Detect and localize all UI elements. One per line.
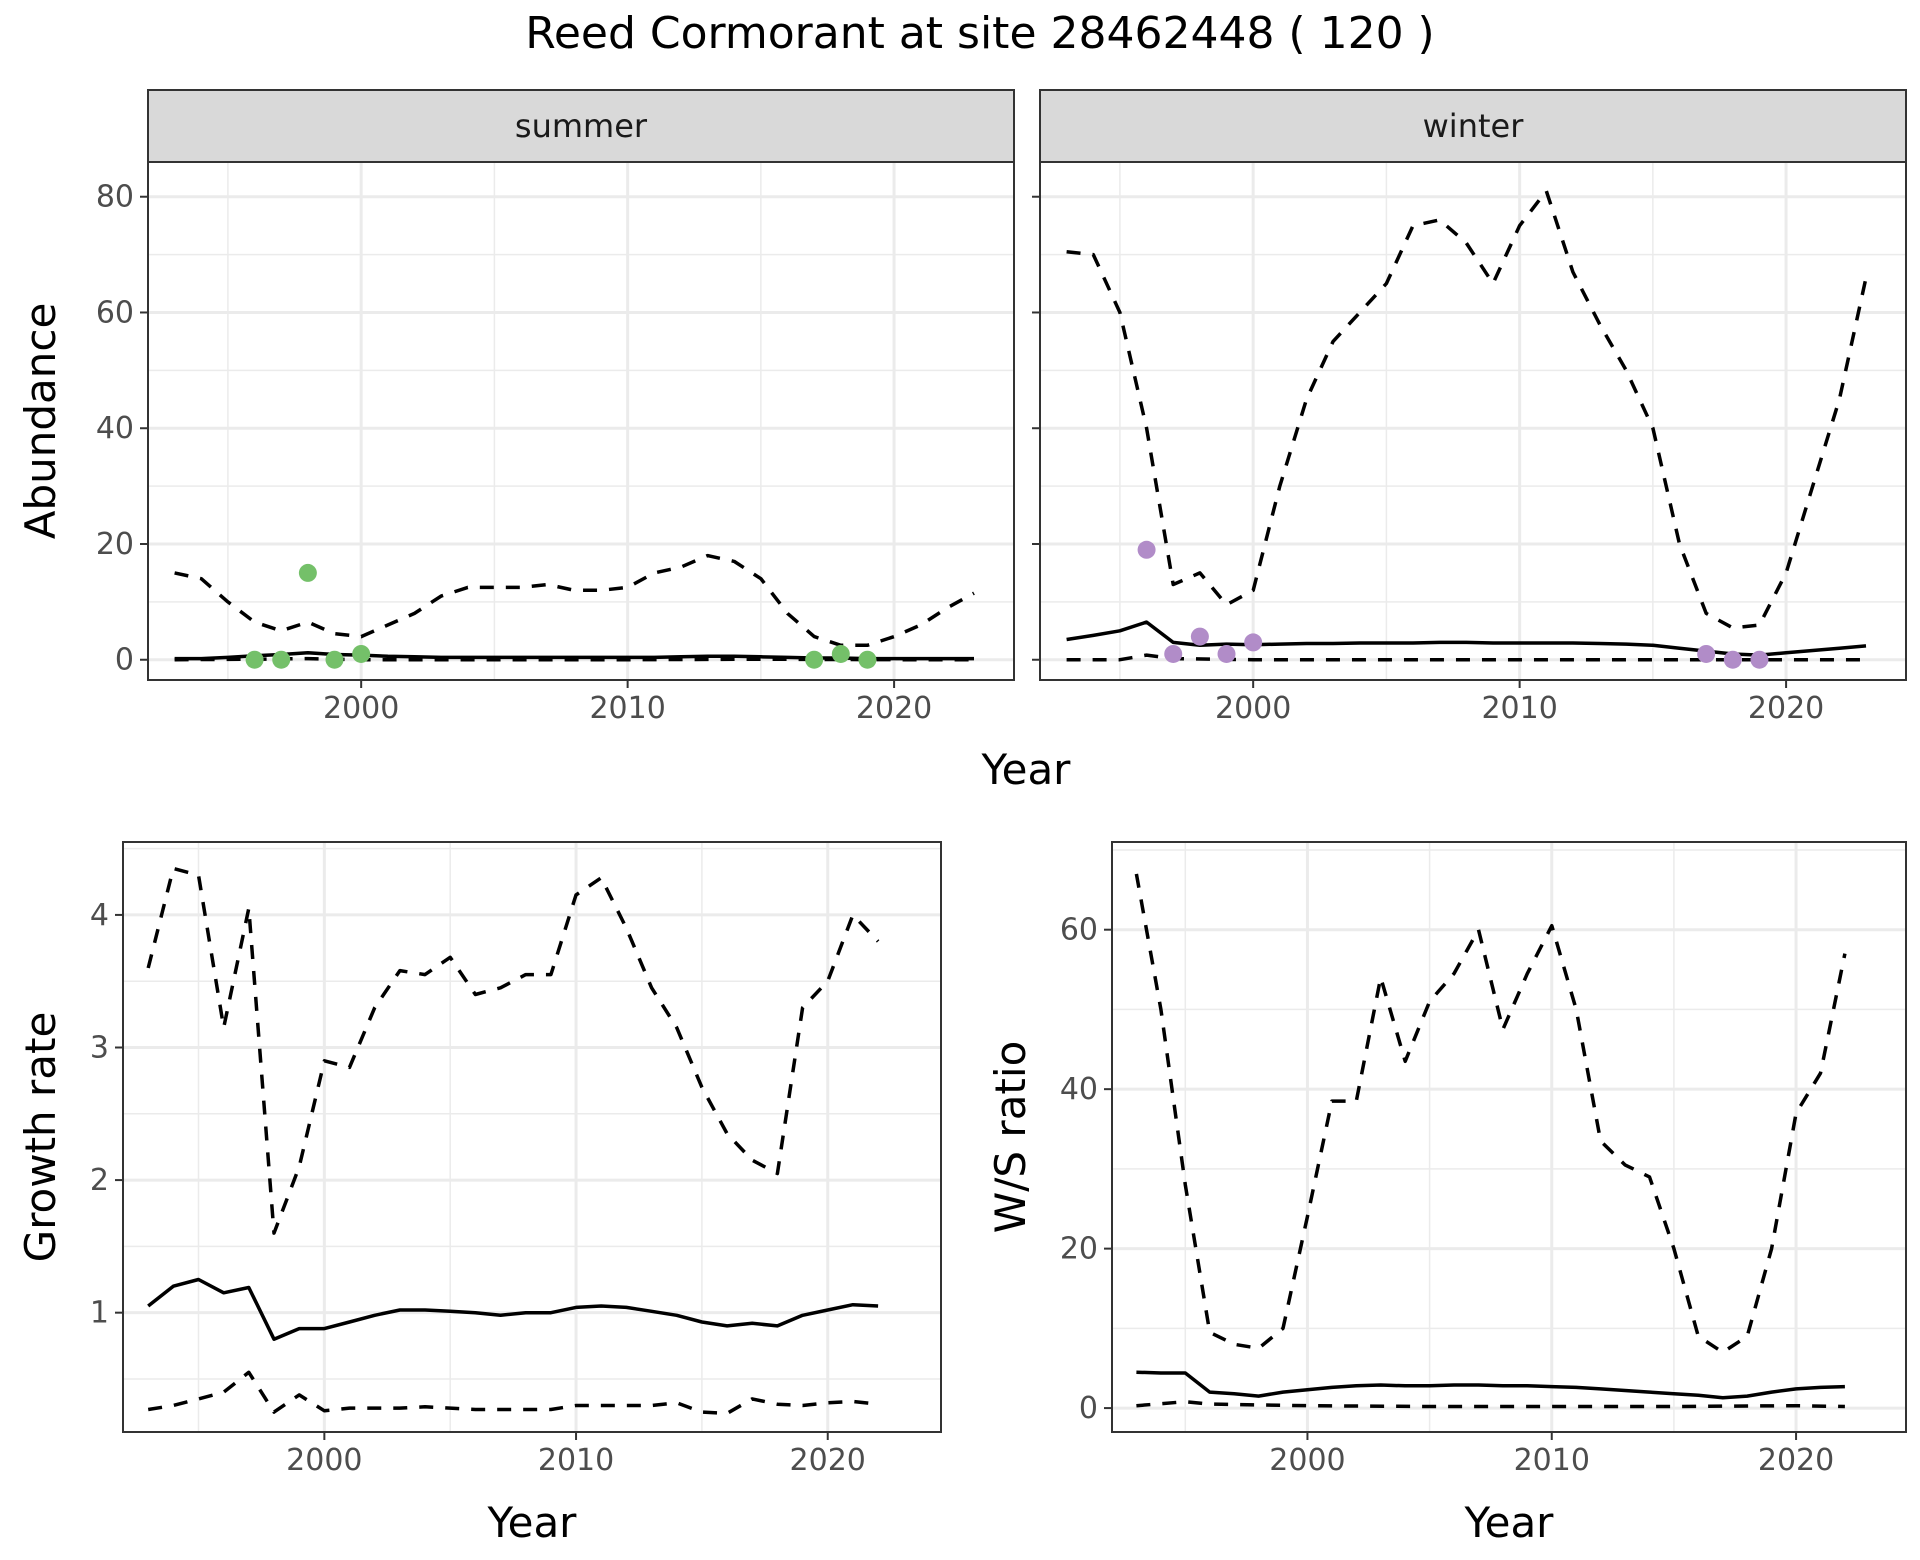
summer-y-tick-label: 0 (115, 643, 134, 678)
winter-marks (1066, 189, 1868, 669)
ws-ratio-ticks: 2000 2010 2020 0 20 40 60 (1060, 913, 1834, 1478)
winter-lower-bound-line (1066, 653, 1866, 662)
growth-rate-ticks: 2000 2010 2020 1 2 3 4 (90, 898, 866, 1478)
ws-ratio-grid (1112, 842, 1906, 1432)
ws-ratio-panel: 2000 2010 2020 0 20 40 60 (1060, 841, 1907, 1478)
growth-rate-marks (146, 866, 880, 1416)
ws-ratio-y-axis-title: W/S ratio (986, 1041, 1035, 1234)
ws-ratio-x-axis-title: Year (1464, 1498, 1555, 1547)
summer-observed-point (245, 650, 264, 669)
summer-grid (148, 162, 1014, 680)
growth-rate-panel-border (122, 841, 942, 1433)
winter-observed-point (1137, 540, 1156, 559)
ws-ratio-estimate-line (1136, 1370, 1845, 1400)
summer-strip-label: summer (515, 107, 648, 145)
winter-observed-point (1750, 650, 1769, 669)
winter-panel-border (1039, 161, 1907, 681)
winter-ticks: 2000 2010 2020 (1032, 195, 1824, 726)
chart-title: Reed Cormorant at site 28462448 ( 120 ) (525, 8, 1434, 59)
growth-rate-lower-bound-line (147, 1370, 879, 1416)
summer-upper-bound-line (174, 553, 975, 648)
summer-estimate-line (174, 651, 974, 661)
winter-observed-point (1217, 644, 1236, 663)
growth-rate-panel: 2000 2010 2020 1 2 3 4 (90, 841, 942, 1478)
summer-x-tick-label: 2000 (323, 691, 399, 726)
ws-ratio-y-tick-label: 20 (1060, 1232, 1098, 1267)
growth-rate-estimate-line (147, 1277, 879, 1341)
growth-rate-grid (123, 842, 941, 1432)
summer-y-tick-label: 80 (96, 180, 134, 215)
summer-y-tick-label: 40 (96, 411, 134, 446)
ws-ratio-panel-border (1111, 841, 1907, 1433)
winter-observed-point (1244, 633, 1263, 652)
summer-y-tick-label: 20 (96, 527, 134, 562)
ws-ratio-x-tick-label: 2020 (1758, 1443, 1834, 1478)
summer-x-tick-label: 2020 (856, 691, 932, 726)
summer-ticks: 2000 2010 2020 0 20 40 60 80 (96, 180, 932, 726)
summer-observed-point (325, 650, 344, 669)
top-y-axis-title: Abundance (16, 303, 65, 540)
winter-observed-point (1164, 644, 1183, 663)
winter-x-tick-label: 2020 (1748, 691, 1824, 726)
ws-ratio-x-tick-label: 2000 (1269, 1443, 1345, 1478)
growth-rate-y-tick-label: 4 (90, 898, 109, 933)
winter-upper-bound-line (1066, 189, 1868, 630)
growth-rate-y-tick-label: 2 (90, 1163, 109, 1198)
winter-observed-point (1697, 644, 1716, 663)
summer-x-tick-label: 2010 (589, 691, 665, 726)
growth-rate-y-axis-title: Growth rate (16, 1012, 65, 1263)
top-x-axis-title: Year (981, 745, 1072, 794)
ws-ratio-y-tick-label: 60 (1060, 913, 1098, 948)
summer-observed-point (805, 650, 824, 669)
ws-ratio-y-tick-label: 0 (1079, 1391, 1098, 1426)
summer-lower-bound-line (174, 656, 974, 662)
summer-observed-point (831, 644, 850, 663)
ws-ratio-marks (1134, 873, 1847, 1409)
growth-rate-x-axis-title: Year (487, 1498, 578, 1547)
growth-rate-y-tick-label: 1 (90, 1296, 109, 1331)
winter-grid (1040, 162, 1906, 680)
summer-observed-point (858, 650, 877, 669)
growth-rate-x-tick-label: 2010 (538, 1443, 614, 1478)
winter-panel: winter 2000 2010 2020 (1032, 89, 1907, 726)
winter-x-tick-label: 2000 (1215, 691, 1291, 726)
summer-observed-point (352, 644, 371, 663)
winter-strip (1039, 89, 1907, 163)
summer-strip (147, 89, 1015, 163)
summer-panel: summer 2000 2010 2020 0 20 40 60 80 (96, 89, 1015, 726)
summer-observed-point (272, 650, 291, 669)
growth-rate-y-tick-label: 3 (90, 1031, 109, 1066)
ws-ratio-lower-bound-line (1136, 1399, 1845, 1409)
winter-strip-label: winter (1423, 107, 1525, 145)
winter-observed-point (1723, 650, 1742, 669)
growth-rate-x-tick-label: 2000 (286, 1443, 362, 1478)
summer-marks (174, 553, 975, 669)
ws-ratio-x-tick-label: 2010 (1514, 1443, 1590, 1478)
ws-ratio-upper-bound-line (1134, 873, 1847, 1355)
summer-y-tick-label: 60 (96, 295, 134, 330)
ws-ratio-y-tick-label: 40 (1060, 1072, 1098, 1107)
summer-panel-border (147, 161, 1015, 681)
winter-x-tick-label: 2010 (1481, 691, 1557, 726)
winter-observed-point (1190, 627, 1209, 646)
growth-rate-x-tick-label: 2020 (790, 1443, 866, 1478)
growth-rate-upper-bound-line (146, 866, 880, 1235)
summer-observed-point (298, 563, 317, 582)
